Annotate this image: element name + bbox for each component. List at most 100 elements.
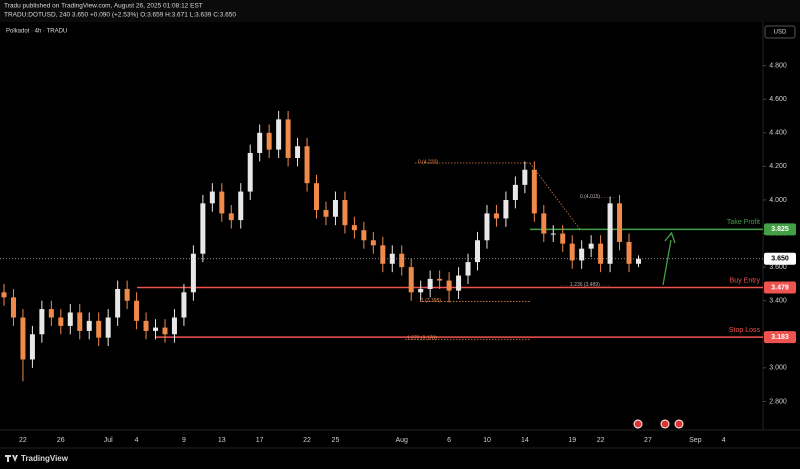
candle-body [96, 320, 102, 338]
candle-body [257, 132, 263, 153]
y-tick-label: 3.400 [769, 298, 787, 305]
x-tick-label: 4 [135, 437, 139, 444]
candle-body [503, 199, 509, 219]
candle-body [598, 243, 604, 264]
candle-body [626, 241, 632, 264]
candle-body [446, 280, 452, 291]
x-tick-label: 9 [182, 437, 186, 444]
candle-body [437, 278, 443, 281]
fib-connector [529, 162, 581, 230]
candle-body [266, 132, 272, 150]
x-tick-label: Aug [396, 437, 409, 444]
candle-body [399, 253, 405, 268]
candle-body [134, 300, 140, 321]
y-tick-label: 4.000 [769, 197, 787, 204]
candle-body [342, 199, 348, 226]
candle-body [380, 245, 386, 264]
currency-box [764, 25, 796, 39]
x-tick-label: 13 [218, 437, 226, 444]
candle-body [323, 210, 329, 217]
level-box [764, 331, 796, 344]
candle-body [550, 233, 556, 235]
candle-body [389, 253, 395, 264]
candle-body [408, 267, 414, 293]
candle-body [162, 327, 168, 335]
y-tick-label: 2.800 [769, 398, 787, 405]
price-label: 3.650 [771, 256, 789, 263]
candle-body [219, 191, 225, 214]
level-box [764, 281, 796, 294]
x-tick-label: 6 [447, 437, 451, 444]
candle-body [29, 334, 35, 360]
candle-body [617, 203, 623, 242]
y-tick-label: 4.200 [769, 163, 787, 170]
y-tick-label: 4.600 [769, 96, 787, 103]
fib-label: 1.272 (3.170) [407, 336, 437, 342]
x-tick-label: 14 [521, 437, 529, 444]
candle-body [48, 309, 54, 318]
candle-body [418, 288, 424, 293]
candle-body [484, 213, 490, 241]
x-tick-label: 10 [483, 437, 491, 444]
x-tick-label: Sep [689, 437, 702, 444]
candle-body [67, 312, 73, 326]
candle-body [569, 243, 575, 261]
x-tick-label: Jul [104, 437, 113, 444]
candle-body [39, 309, 45, 335]
chart-subtitle: TRADU:DOTUSD, 240 3.650 +0.090 (+2.53%) … [4, 12, 236, 19]
candle-body [456, 275, 462, 291]
candle-body [105, 317, 111, 338]
candle-body [465, 262, 471, 276]
fib-label: 0 (4.220) [418, 159, 438, 165]
footer-logo [5, 455, 18, 462]
symbol-label: Polkadot · 4h · TRADU [6, 29, 67, 35]
candle-body [635, 258, 641, 264]
candle-body [361, 230, 367, 241]
level-name: Stop Loss [729, 327, 761, 334]
candle-body [58, 317, 64, 326]
fib-label: 0 (4.015) [580, 194, 600, 200]
x-tick-label: 26 [57, 437, 65, 444]
x-tick-label: 22 [597, 437, 605, 444]
event-icon[interactable] [674, 419, 684, 429]
level-name: Buy Entry [730, 277, 761, 284]
candle-body [560, 233, 566, 244]
level-label: 3.825 [771, 226, 789, 233]
y-tick-label: 3.000 [769, 365, 787, 372]
candle-body [427, 278, 433, 289]
target-arrow-head [664, 231, 676, 244]
candle-body [20, 317, 26, 360]
candle-body [493, 213, 499, 219]
x-tick-label: 4 [722, 437, 726, 444]
y-tick-label: 4.400 [769, 130, 787, 137]
candle-body [209, 191, 215, 204]
candle-body [1, 292, 7, 298]
candle-body [579, 248, 585, 261]
target-arrow [662, 239, 672, 286]
x-tick-label: 25 [332, 437, 340, 444]
candle-body [124, 288, 130, 301]
candle-body [607, 203, 613, 264]
footer-text: TradingView [21, 454, 69, 463]
candle-body [86, 320, 92, 331]
event-icon[interactable] [660, 419, 670, 429]
candle-body [304, 146, 310, 184]
candle-body [295, 146, 301, 158]
candle-body [238, 191, 244, 221]
price-box [764, 252, 796, 265]
candle-body [522, 169, 528, 185]
candle-body [115, 288, 121, 318]
candle-body [200, 203, 206, 254]
y-tick-label: 3.600 [769, 264, 787, 271]
event-icon[interactable] [633, 419, 643, 429]
candle-body [10, 297, 16, 318]
candle-body [370, 240, 376, 246]
x-tick-label: 22 [19, 437, 27, 444]
candle-body [153, 327, 159, 331]
candle-body [171, 317, 177, 335]
candle-body [314, 183, 320, 211]
level-box [764, 223, 796, 236]
fib-label: 1 (3.395) [421, 298, 441, 304]
